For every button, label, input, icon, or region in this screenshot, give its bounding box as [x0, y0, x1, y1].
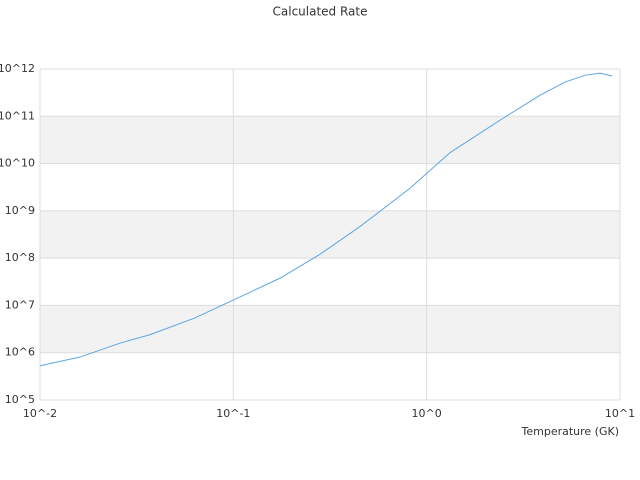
y-tick-label: 10^11 [0, 109, 35, 122]
chart-title: Calculated Rate [273, 5, 368, 19]
x-tick-label: 10^1 [605, 407, 635, 420]
y-tick-label: 10^5 [5, 393, 35, 406]
grid-band [40, 116, 620, 164]
x-tick-label: 10^0 [412, 407, 442, 420]
x-tick-label: 10^-1 [216, 407, 250, 420]
x-tick-label: 10^-2 [23, 407, 57, 420]
y-tick-label: 10^9 [5, 204, 35, 217]
x-axis-label: Temperature (GK) [521, 425, 620, 438]
grid-band [40, 305, 620, 353]
y-tick-label: 10^12 [0, 62, 35, 75]
data-line [39, 72, 613, 367]
y-tick-label: 10^6 [5, 346, 35, 359]
y-tick-label: 10^7 [5, 298, 35, 311]
y-tick-label: 10^10 [0, 157, 35, 170]
grid-band [40, 210, 620, 259]
y-tick-label: 10^8 [5, 251, 35, 264]
